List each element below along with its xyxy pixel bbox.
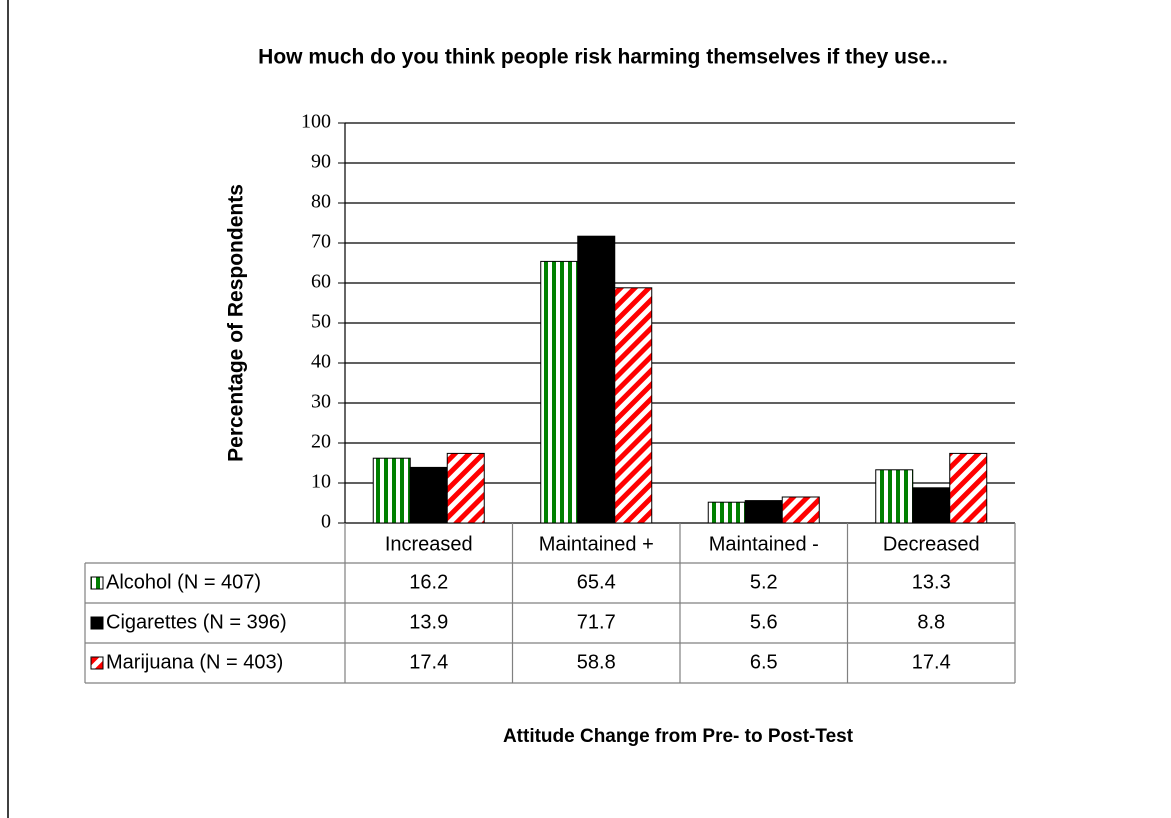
y-tick-label: 100 — [301, 111, 331, 133]
table-value: 5.6 — [750, 611, 778, 633]
y-tick-label: 50 — [311, 311, 331, 333]
bar — [875, 469, 914, 524]
table-value: 13.3 — [912, 571, 951, 593]
y-tick-label: 0 — [321, 511, 331, 533]
y-tick-label: 60 — [311, 271, 331, 293]
table-value: 6.5 — [750, 651, 778, 673]
y-tick-label: 40 — [311, 351, 331, 373]
legend-key — [90, 656, 104, 670]
x-tick-label: Decreased — [883, 533, 980, 555]
y-tick-label: 70 — [311, 231, 331, 253]
legend-label: Marijuana (N = 403) — [106, 651, 283, 673]
x-tick-label: Increased — [385, 533, 473, 555]
bar — [372, 457, 411, 524]
legend-key — [90, 576, 104, 590]
bar — [781, 496, 820, 524]
chart-title: How much do you think people risk harmin… — [258, 46, 948, 69]
table-value: 65.4 — [577, 571, 616, 593]
legend-key — [90, 616, 104, 630]
table-value: 17.4 — [409, 651, 448, 673]
bar — [744, 500, 783, 524]
table-value: 58.8 — [577, 651, 616, 673]
table-value: 13.9 — [409, 611, 448, 633]
y-tick-label: 20 — [311, 431, 331, 453]
y-tick-label: 30 — [311, 391, 331, 413]
legend-label: Alcohol (N = 407) — [106, 571, 261, 593]
y-tick-label: 90 — [311, 151, 331, 173]
table-value: 8.8 — [917, 611, 945, 633]
bar — [707, 501, 746, 524]
legend-label: Cigarettes (N = 396) — [106, 611, 287, 633]
bar — [577, 235, 616, 524]
bar — [949, 452, 988, 524]
table-value: 16.2 — [409, 571, 448, 593]
y-axis-title: Percentage of Respondents — [225, 184, 248, 462]
x-tick-label: Maintained - — [709, 533, 819, 555]
table-value: 5.2 — [750, 571, 778, 593]
bar — [409, 466, 448, 524]
bar — [614, 287, 653, 524]
bar — [540, 260, 579, 524]
table-value: 17.4 — [912, 651, 951, 673]
x-tick-label: Maintained + — [539, 533, 654, 555]
x-axis-title: Attitude Change from Pre- to Post-Test — [503, 726, 854, 747]
table-value: 71.7 — [577, 611, 616, 633]
bar — [446, 452, 485, 524]
y-tick-label: 10 — [311, 471, 331, 493]
y-tick-label: 80 — [311, 191, 331, 213]
bar — [912, 487, 951, 524]
